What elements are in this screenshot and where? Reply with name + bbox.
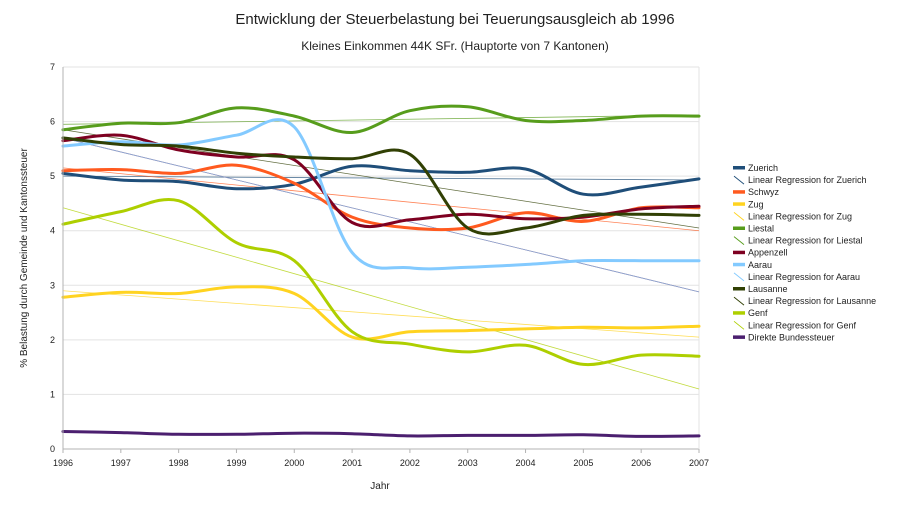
legend-label: Linear Regression for Zuerich	[748, 175, 867, 185]
axes: 0 1 2 3 4 5 6 7 1996 1997 1998 1999 2000 2001 2002 2003…	[50, 62, 709, 468]
legend-swatch	[733, 175, 745, 185]
legend-swatch	[733, 190, 745, 194]
legend-swatch	[733, 287, 745, 291]
y-tick-label: 3	[50, 280, 55, 290]
y-tick-label: 7	[50, 62, 55, 72]
regression-line	[62, 290, 700, 338]
gridlines	[63, 66, 700, 450]
legend-label: Direkte Bundessteuer	[748, 332, 835, 342]
y-tick-label: 5	[50, 171, 55, 181]
y-axis-label: % Belastung durch Gemeinde und Kantonsst…	[19, 148, 30, 368]
legend: Zuerich Linear Regression for Zuerich Schw…	[733, 163, 876, 342]
x-tick-label: 2001	[342, 458, 362, 468]
y-tick-label: 2	[50, 335, 55, 345]
legend-label: Zuerich	[748, 163, 778, 173]
x-tick-label: 2003	[458, 458, 478, 468]
legend-swatch	[733, 236, 745, 245]
legend-label: Linear Regression for Zug	[748, 211, 852, 221]
legend-label: Linear Regression for Aarau	[748, 272, 860, 282]
y-tick-label: 4	[50, 226, 55, 236]
legend-label: Appenzell	[748, 248, 788, 258]
regression-line	[62, 175, 700, 181]
x-tick-label: 1998	[169, 458, 189, 468]
legend-swatch	[733, 272, 745, 282]
y-tick-label: 0	[50, 444, 55, 454]
x-tick-label: 2002	[400, 458, 420, 468]
legend-swatch	[733, 335, 745, 339]
legend-label: Zug	[748, 199, 764, 209]
legend-label: Schwyz	[748, 187, 780, 197]
series-line	[61, 136, 701, 236]
legend-swatch	[733, 296, 745, 306]
legend-swatch	[733, 166, 745, 170]
legend-swatch	[733, 262, 745, 267]
legend-label: Linear Regression for Genf	[748, 320, 857, 330]
x-tick-label: 1996	[53, 458, 73, 468]
legend-swatch	[733, 311, 745, 315]
series-line	[61, 430, 701, 438]
legend-label: Genf	[748, 308, 768, 318]
x-tick-label: 2006	[631, 458, 651, 468]
chart-title: Entwicklung der Steuerbelastung bei Teue…	[235, 11, 674, 28]
data-series	[61, 104, 701, 438]
x-tick-label: 2007	[689, 458, 709, 468]
legend-swatch	[733, 202, 745, 206]
legend-label: Aarau	[748, 260, 772, 270]
chart-subtitle: Kleines Einkommen 44K SFr. (Hauptorte vo…	[301, 39, 609, 53]
series-line	[61, 133, 701, 228]
series-line	[61, 198, 701, 367]
y-tick-label: 1	[50, 389, 55, 399]
regression-line	[62, 137, 700, 293]
series-line	[61, 163, 701, 232]
x-tick-label: 1997	[111, 458, 131, 468]
legend-swatch	[733, 320, 745, 330]
legend-label: Lausanne	[748, 284, 788, 294]
x-tick-label: 1999	[226, 458, 246, 468]
y-tick-label: 6	[50, 117, 55, 127]
x-axis-label: Jahr	[370, 481, 390, 492]
legend-swatch	[733, 212, 745, 221]
series-line	[61, 285, 701, 341]
series-line	[61, 104, 701, 135]
x-tick-label: 2005	[573, 458, 593, 468]
legend-label: Liestal	[748, 224, 774, 234]
legend-swatch	[733, 250, 745, 255]
legend-swatch	[733, 226, 745, 230]
x-tick-label: 2000	[284, 458, 304, 468]
series-line	[61, 164, 701, 197]
regression-lines	[62, 114, 700, 390]
x-tick-label: 2004	[516, 458, 536, 468]
legend-label: Linear Regression for Liestal	[748, 236, 863, 246]
regression-line	[62, 207, 700, 390]
legend-label: Linear Regression for Lausanne	[748, 296, 876, 306]
